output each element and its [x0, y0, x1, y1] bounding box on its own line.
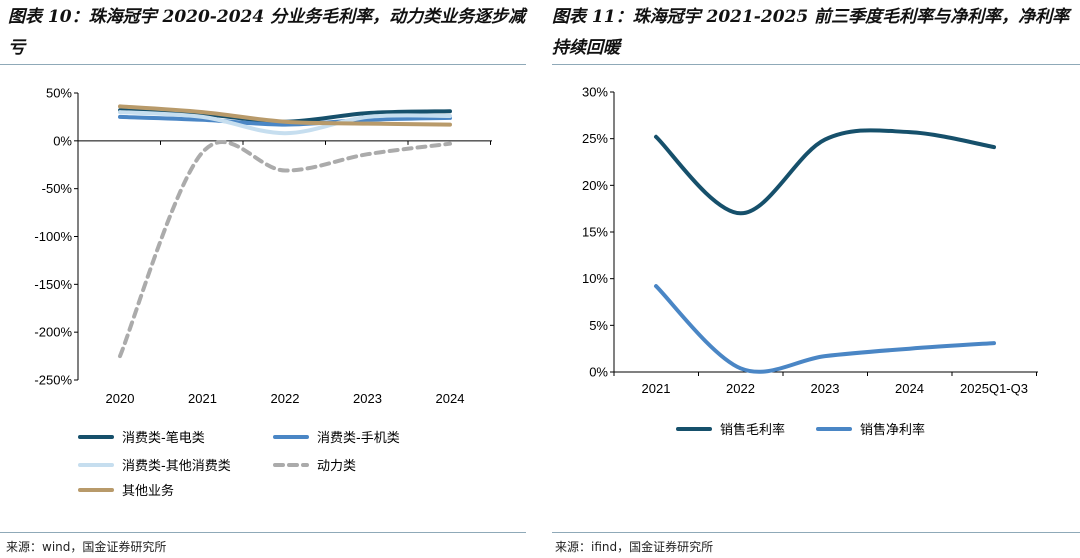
left-chart: 50% 0% -50% -100% -150% -200% -250% 2020 2021 202… — [34, 86, 492, 499]
legend-label-1: 销售毛利率 — [720, 422, 785, 438]
y-tick-label: 30% — [582, 85, 608, 100]
y-tick-label: 25% — [582, 131, 608, 146]
right-chart-title: 图表 11：珠海冠宇 2021-2025 前三季度毛利率与净利率，净利率持续回暖 — [552, 7, 1070, 58]
legend-label-3: 消费类-其他消费类 — [122, 459, 231, 474]
x-tick-label: 2024 — [436, 391, 465, 406]
right-chart: 30% 25% 20% 15% 10% 5% 0% 2021 2022 2023 2024 2025Q… — [582, 85, 1038, 438]
y-tick-label: -100% — [34, 229, 72, 244]
legend-label-4: 动力类 — [317, 459, 356, 474]
series-line-2 — [654, 284, 996, 374]
x-tick-label: 2021 — [188, 391, 217, 406]
legend-label-1: 消费类-笔电类 — [122, 430, 205, 446]
y-tick-label: -50% — [42, 181, 73, 196]
x-tick-label: 2024 — [895, 381, 924, 396]
y-tick-label: 0% — [53, 133, 72, 148]
x-tick-label: 2023 — [811, 381, 840, 396]
y-tick-label: 5% — [589, 318, 608, 333]
series-line-2 — [118, 114, 452, 127]
y-tick-label: 20% — [582, 178, 608, 193]
x-tick-label: 2023 — [353, 391, 382, 406]
y-tick-label: 50% — [46, 86, 72, 101]
y-tick-label: -150% — [34, 277, 72, 292]
series-line-4 — [118, 140, 452, 359]
x-tick-label: 2025Q1-Q3 — [960, 381, 1028, 396]
right-bottom-divider — [552, 532, 1080, 533]
series-line-3 — [118, 110, 452, 136]
legend-label-5: 其他业务 — [122, 483, 174, 499]
right-top-divider — [552, 64, 1080, 65]
y-tick-label: 15% — [582, 225, 608, 240]
x-tick-label: 2022 — [271, 391, 300, 406]
y-tick-label: 0% — [589, 365, 608, 380]
series-line-1 — [654, 128, 996, 216]
y-tick-label: 10% — [582, 271, 608, 286]
x-tick-label: 2021 — [642, 381, 671, 396]
legend-label-2: 销售净利率 — [860, 422, 925, 438]
left-bottom-divider — [0, 532, 526, 533]
x-tick-label: 2022 — [726, 381, 755, 396]
right-source-note: 来源：ifind，国金证券研究所 — [555, 540, 714, 554]
series-line-5 — [118, 104, 452, 127]
left-source-note: 来源：wind，国金证券研究所 — [6, 540, 167, 554]
x-tick-label: 2020 — [106, 391, 135, 406]
y-tick-label: -250% — [34, 373, 72, 388]
left-chart-title: 图表 10：珠海冠宇 2020-2024 分业务毛利率，动力类业务逐步减亏 — [8, 7, 526, 58]
legend-label-2: 消费类-手机类 — [317, 431, 400, 446]
left-top-divider — [0, 64, 526, 65]
y-tick-label: -200% — [34, 325, 72, 340]
